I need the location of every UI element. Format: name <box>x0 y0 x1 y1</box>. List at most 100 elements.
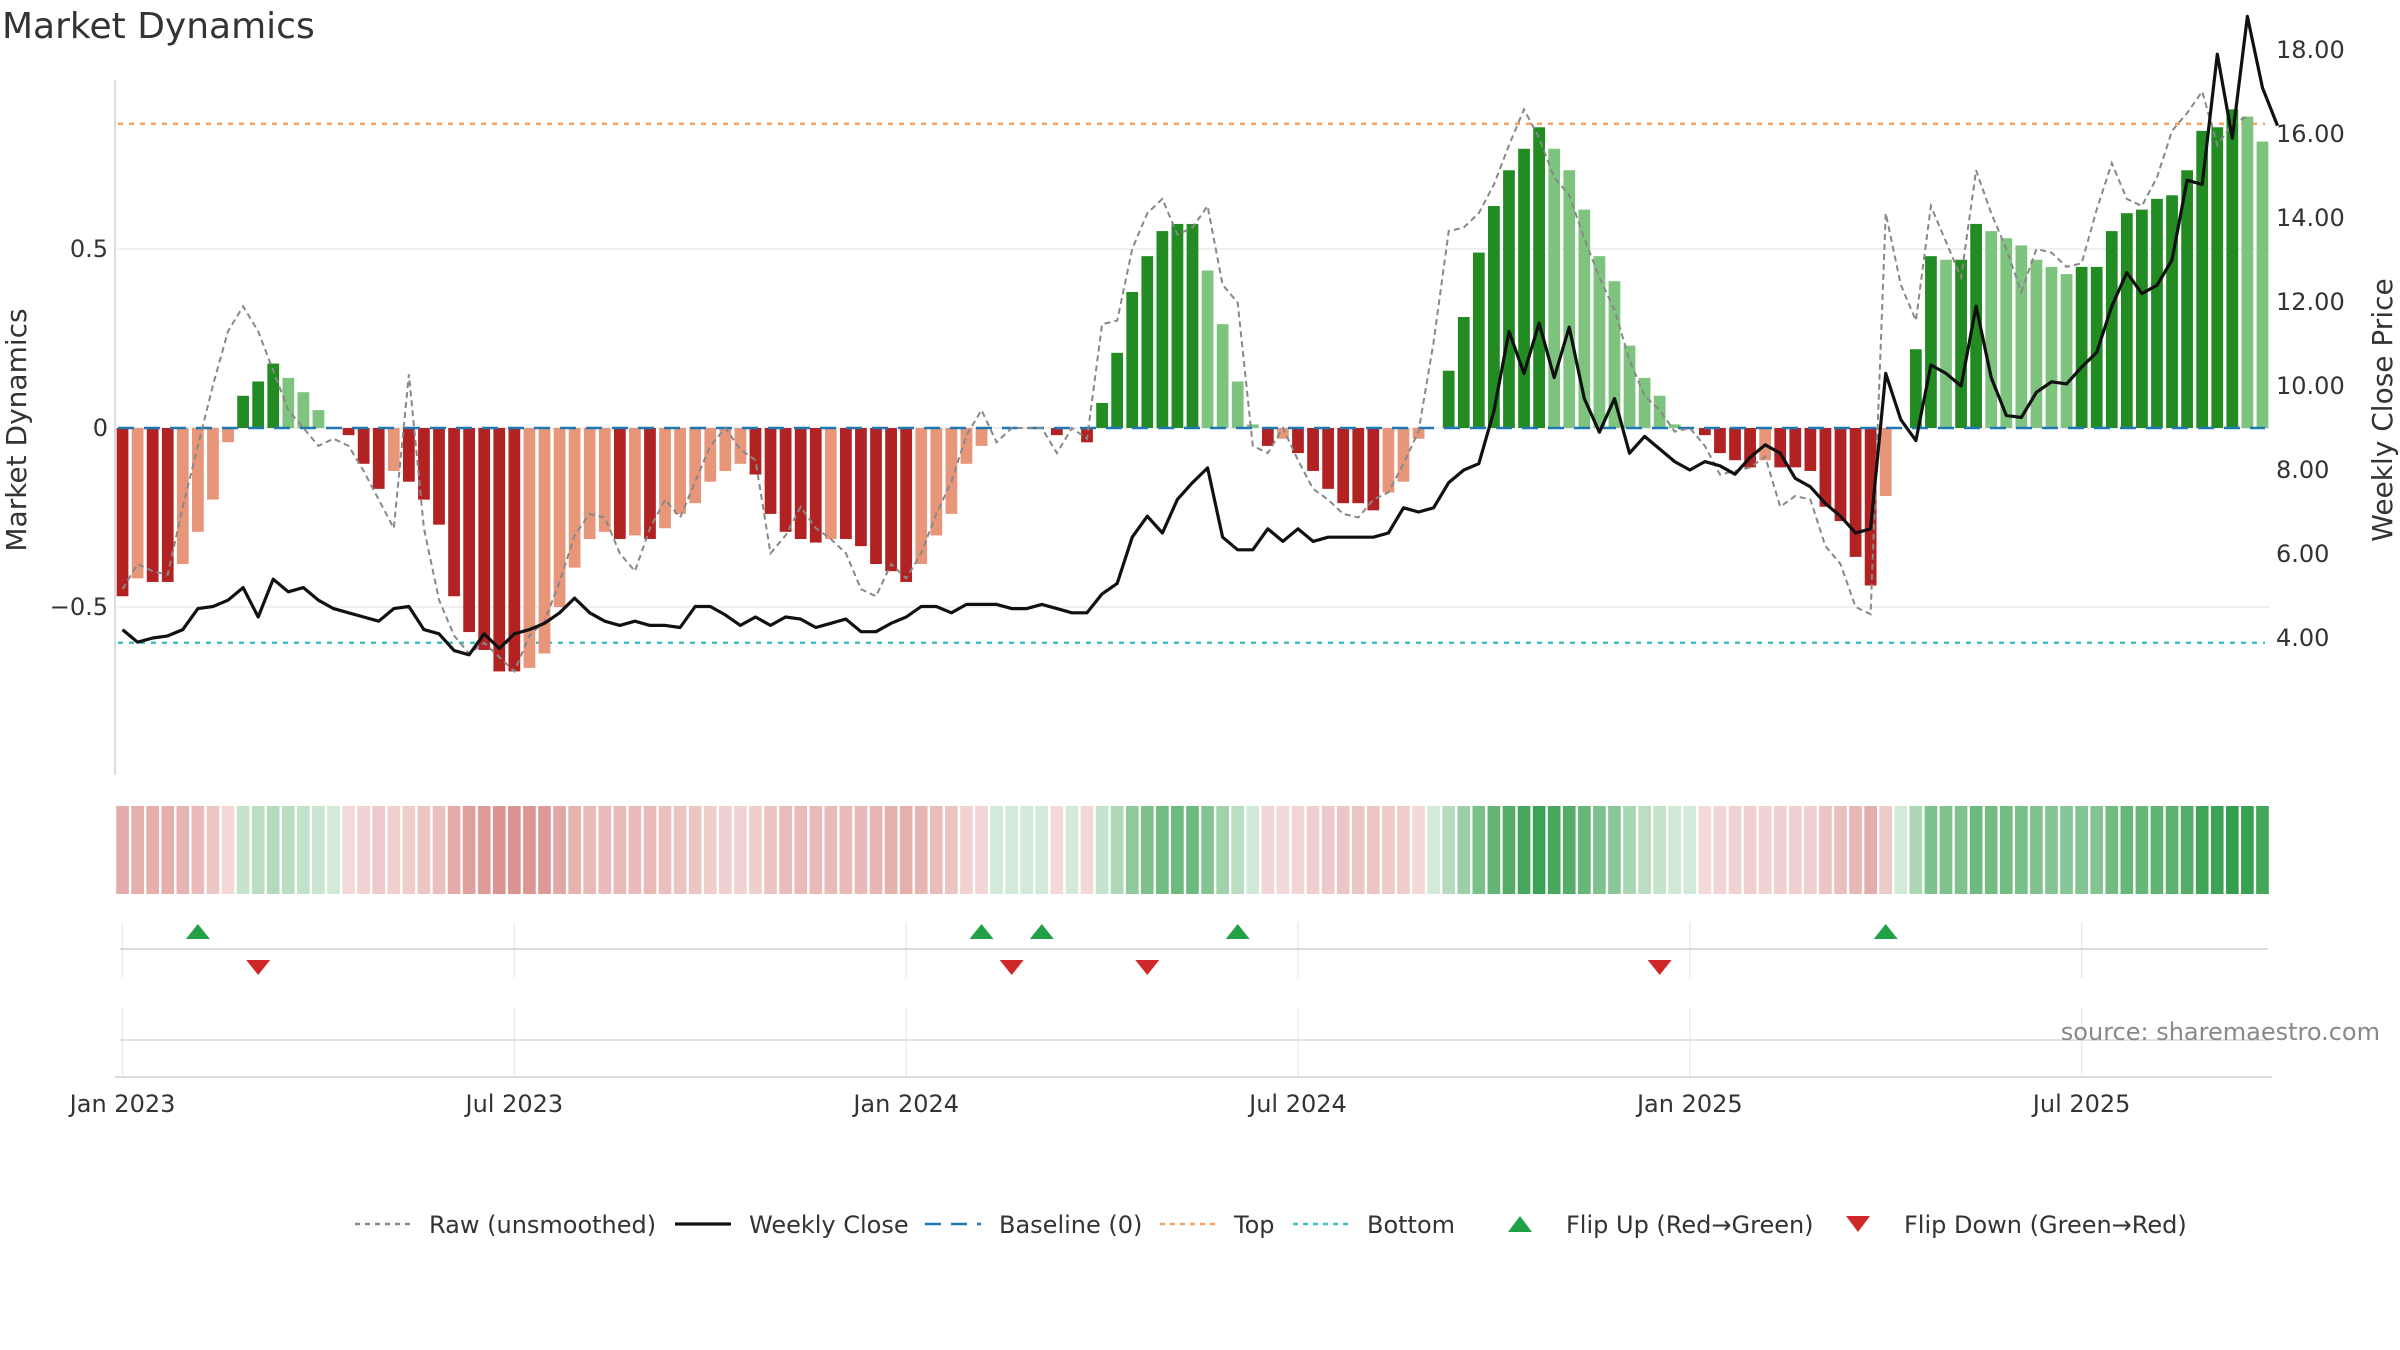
strip-cell <box>1743 806 1757 894</box>
strip-cell <box>839 806 853 894</box>
strip-cell <box>1246 806 1260 894</box>
strip-cell <box>2120 806 2134 894</box>
strip-cell <box>1713 806 1727 894</box>
dynamics-bar <box>463 428 476 633</box>
dynamics-bar <box>1246 424 1259 428</box>
strip-cell <box>1351 806 1365 894</box>
strip-cell <box>342 806 355 894</box>
dynamics-bar <box>1864 428 1877 586</box>
dynamics-bar <box>1548 148 1561 428</box>
left-axis-label: Market Dynamics <box>0 308 33 551</box>
strip-cell <box>281 806 295 894</box>
dynamics-bar <box>1578 209 1591 428</box>
dynamics-bar <box>1352 428 1365 504</box>
strip-cell <box>447 806 461 894</box>
strip-cell <box>1382 806 1395 894</box>
dynamics-bar <box>161 428 174 582</box>
strip-cell <box>975 806 988 894</box>
dynamics-bar <box>659 428 671 529</box>
dynamics-bar <box>644 428 656 539</box>
dynamics-bar <box>1834 428 1847 522</box>
dynamics-bar <box>870 428 882 565</box>
dynamics-bar <box>1277 428 1289 439</box>
dynamics-bar <box>1970 223 1983 428</box>
strip-cell <box>1698 806 1712 894</box>
strip-cell <box>1773 806 1787 894</box>
dynamics-bar <box>1503 170 1515 429</box>
strip-cell <box>146 806 160 894</box>
strip-cell <box>1788 806 1802 894</box>
strip-cell <box>1306 806 1320 894</box>
strip-cell <box>477 806 491 894</box>
strip-cell <box>673 806 687 894</box>
strip-cell <box>1638 806 1651 894</box>
strip-cell <box>523 806 536 894</box>
bottom-panel: Jan 2023 Jul 2023 Jan 2024 Jul 2024 Jan 2025… <box>68 1008 2272 1118</box>
legend-label-flip_up: Flip Up (Red→Green) <box>1566 1211 1814 1239</box>
flip-markers-panel <box>120 922 2268 978</box>
strip-cell <box>1095 806 1109 894</box>
strip-cell <box>1984 806 1998 894</box>
strip-cell <box>161 806 175 894</box>
x-tick-label: Jul 2025 <box>2031 1090 2131 1118</box>
dynamics-bar <box>1909 349 1922 428</box>
strip-cell <box>1276 806 1290 894</box>
strip-cell <box>598 806 612 894</box>
dynamics-bar <box>598 428 611 532</box>
dynamics-bar <box>1322 428 1335 489</box>
x-tick-label: Jan 2023 <box>68 1090 176 1118</box>
left-tick-label: 0 <box>93 414 108 442</box>
flip-up-marker <box>1029 924 1054 939</box>
dynamics-bar <box>1789 428 1802 468</box>
dynamics-bar <box>2015 245 2028 428</box>
dynamics-bar <box>1050 428 1063 436</box>
dynamics-bar <box>342 428 355 436</box>
strip-cell <box>402 806 416 894</box>
flip-down-marker <box>999 960 1024 975</box>
flip-up-marker <box>185 924 210 939</box>
strip-cell <box>779 806 792 894</box>
dynamics-bar <box>1849 428 1862 557</box>
strip-cell <box>1969 806 1983 894</box>
strip-cell <box>538 806 551 894</box>
strip-cell <box>1939 806 1953 894</box>
dynamics-bar <box>372 428 385 489</box>
strip-cell <box>1894 806 1908 894</box>
dynamics-bar <box>2196 130 2209 429</box>
strip-cell <box>1171 806 1184 894</box>
strip-cell <box>1623 806 1636 894</box>
dynamics-bar <box>1608 281 1621 428</box>
strip-cell <box>568 806 581 894</box>
dynamics-bar <box>2226 109 2239 428</box>
dynamics-bar <box>915 428 928 565</box>
dynamics-bar <box>1879 428 1892 497</box>
strip-cell <box>1397 806 1410 894</box>
dynamics-bar <box>900 428 913 582</box>
strip-cell <box>1819 806 1832 894</box>
flip-up-marker <box>1873 924 1898 939</box>
dynamics-bar <box>2136 209 2148 428</box>
strip-cell <box>1517 806 1531 894</box>
dynamics-bar <box>2211 127 2224 428</box>
main-panel: 0.5 0 −0.5 18.00 16.00 14.00 12.00 10.00 8.00 6.0… <box>50 14 2345 775</box>
dynamics-bar <box>734 428 747 464</box>
dynamics-bar <box>1141 256 1154 428</box>
dynamics-bar <box>719 428 732 471</box>
dynamics-bar <box>1126 291 1139 428</box>
legend: Raw (unsmoothed) Weekly Close Baseline (0)… <box>355 1211 2187 1239</box>
left-tick-label: 0.5 <box>70 235 108 263</box>
legend-label-baseline: Baseline (0) <box>999 1211 1142 1239</box>
legend-label-bottom: Bottom <box>1367 1211 1455 1239</box>
strip-cell <box>312 806 325 894</box>
strip-cell <box>628 806 642 894</box>
strip-cell <box>734 806 747 894</box>
strip-cell <box>1879 806 1893 894</box>
strip-cell <box>2195 806 2209 894</box>
dynamics-bar <box>282 377 295 428</box>
strip-cell <box>2165 806 2179 894</box>
x-tick-label: Jul 2023 <box>464 1090 564 1118</box>
dynamics-bar <box>1774 428 1787 468</box>
strip-cell <box>1532 806 1546 894</box>
strip-cell <box>1728 806 1742 894</box>
flip-down-marker <box>1647 960 1672 975</box>
